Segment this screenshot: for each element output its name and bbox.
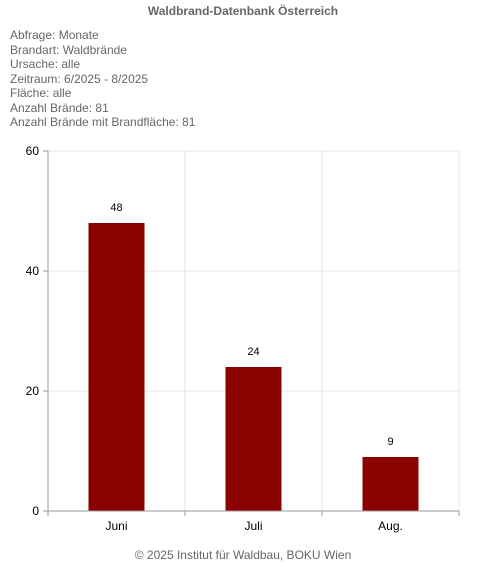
- info-label: Brandart: [10, 42, 57, 57]
- copyright-footer: © 2025 Institut für Waldbau, BOKU Wien: [134, 548, 352, 562]
- data-label: 24: [247, 346, 259, 358]
- info-label: Anzahl Brände mit Brandfläche: [10, 115, 176, 129]
- info-value: 81: [95, 100, 109, 115]
- info-value: alle: [52, 86, 72, 100]
- info-label: Zeitraum: [10, 71, 58, 86]
- info-label: Anzahl Brände: [10, 100, 89, 115]
- info-value: Monate: [58, 28, 99, 42]
- chart-title: Waldbrand-Datenbank Österreich: [147, 4, 339, 18]
- bar: [88, 223, 145, 511]
- info-line-flaeche: Fläche: alle: [10, 86, 72, 100]
- info-line-abfrage: Abfrage: Monate: [10, 28, 99, 42]
- bar: [225, 367, 282, 511]
- info-line-ursache: Ursache: alle: [10, 57, 81, 71]
- axis-layer: [43, 150, 460, 516]
- labels-layer: 0 20 40 60 48 Juni 24 Juli 9 Aug.: [26, 144, 403, 533]
- y-tick-label: 40: [26, 264, 40, 278]
- x-tick-label: Juni: [105, 519, 127, 533]
- info-label: Ursache: [10, 57, 55, 71]
- y-tick-label: 0: [32, 504, 39, 518]
- bars-layer: [88, 223, 419, 511]
- info-value: Waldbrände: [62, 42, 127, 57]
- data-label: 9: [387, 436, 393, 448]
- info-value: alle: [61, 57, 81, 71]
- info-label: Fläche: [10, 86, 47, 100]
- info-label: Abfrage: [10, 28, 53, 42]
- info-line-zeitraum: Zeitraum: 6/2025 - 8/2025: [10, 71, 149, 86]
- x-tick-label: Aug.: [378, 519, 403, 533]
- info-line-brandart: Brandart: Waldbrände: [10, 42, 127, 57]
- info-line-anzahl-braende: Anzahl Brände: 81: [10, 100, 109, 115]
- info-value: 81: [182, 115, 196, 129]
- info-line-anzahl-brandflaeche: Anzahl Brände mit Brandfläche: 81: [10, 115, 196, 129]
- bar: [362, 457, 419, 511]
- x-tick-label: Juli: [244, 519, 262, 533]
- data-label: 48: [110, 202, 122, 214]
- y-tick-label: 60: [26, 144, 40, 158]
- info-value: 6/2025 - 8/2025: [64, 71, 149, 86]
- y-tick-label: 20: [26, 384, 40, 398]
- query-info: Abfrage: Monate Brandart: Waldbrände Urs…: [10, 28, 195, 130]
